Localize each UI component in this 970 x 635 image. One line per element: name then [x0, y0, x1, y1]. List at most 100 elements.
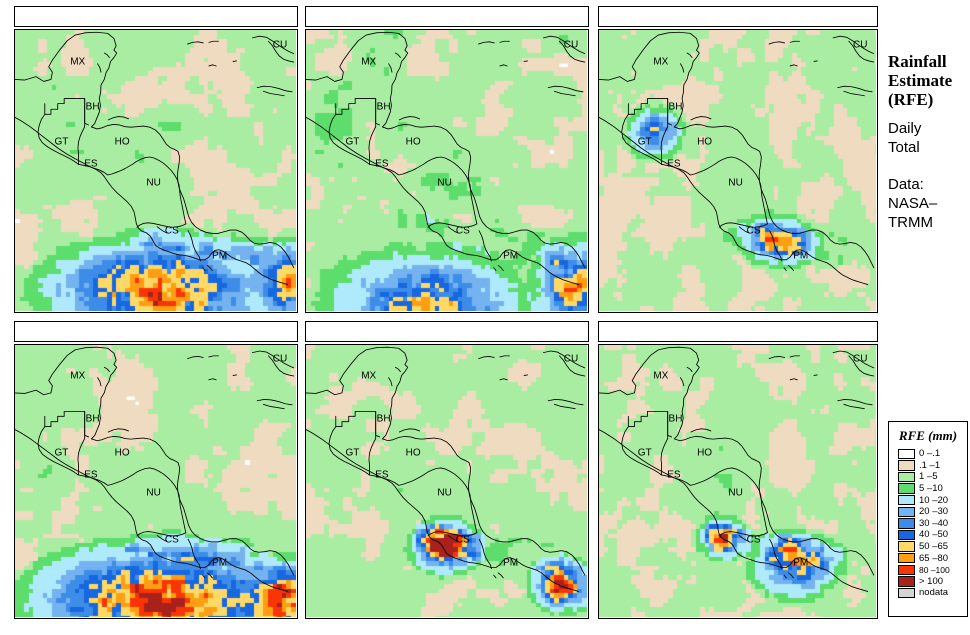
- country-label-mx: MX: [361, 56, 377, 68]
- geo-gt-border: [335, 411, 375, 438]
- geo-detail1: [739, 535, 748, 541]
- legend-label: 10 –20: [919, 494, 949, 506]
- geo-gt-hn: [77, 438, 84, 474]
- sidebar-data-line-2: TRMM: [888, 214, 933, 231]
- geo-es-hn: [661, 475, 706, 485]
- rainfall-map-p1[interactable]: MX CU BH GT HO ES NU CS PM: [13, 28, 298, 313]
- geo-pacific-mx: [15, 426, 170, 559]
- geo-detail3: [690, 428, 710, 431]
- legend-swatch: [898, 576, 915, 587]
- geo-hn-ni: [707, 157, 767, 224]
- coastline-overlay-p5: [306, 345, 587, 617]
- geo-detail3: [399, 428, 419, 431]
- rainfall-map-p3[interactable]: MX CU BH GT HO ES NU CS PM: [597, 28, 878, 313]
- geo-detail4: [388, 53, 400, 72]
- geo-gt-hn: [661, 438, 668, 474]
- geo-detail2: [769, 355, 799, 358]
- legend-label: 50 –65: [919, 541, 949, 553]
- country-label-bh: BH: [668, 101, 683, 113]
- geo-bh-border: [667, 411, 671, 437]
- country-label-cu: CU: [272, 39, 288, 51]
- geo-bh-border: [375, 411, 379, 437]
- geo-detail2: [478, 355, 509, 358]
- geo-cuba: [833, 350, 874, 375]
- country-label-mx: MX: [361, 370, 377, 382]
- legend-label: 0 –.1: [919, 448, 941, 460]
- country-label-pm: PM: [212, 557, 228, 569]
- country-label-mx: MX: [70, 56, 86, 68]
- legend-entries: 0 –.1.1 –1 1 –5 5 –10 10 –20 20 –30 30 –40 40 …: [898, 448, 967, 599]
- geo-gt-sw: [329, 426, 369, 474]
- coastline-overlay-p4: [15, 345, 296, 617]
- rainfall-map-p4[interactable]: MX CU BH GT HO ES NU CS PM: [13, 343, 298, 619]
- geo-gt-border: [44, 411, 84, 438]
- geo-pacific-mx: [306, 426, 461, 559]
- legend-label: nodata: [919, 587, 949, 599]
- geo-panama-s: [751, 249, 867, 284]
- geo-detail1: [448, 226, 458, 232]
- rainfall-map-p6[interactable]: MX CU BH GT HO ES NU CS PM: [597, 343, 878, 619]
- country-label-nu: NU: [437, 177, 452, 189]
- country-label-bh: BH: [376, 101, 391, 113]
- geo-bh-border: [84, 411, 88, 437]
- sidebar-sub-line-1: Total: [888, 139, 920, 156]
- sidebar-data-line-0: Data:: [888, 176, 924, 193]
- country-label-bh: BH: [668, 413, 683, 425]
- legend-row: nodata: [898, 587, 967, 599]
- country-label-cs: CS: [164, 225, 179, 237]
- geo-detail2: [187, 41, 218, 44]
- geo-gt-border: [628, 411, 667, 438]
- geo-mexico: [599, 347, 699, 439]
- map-panel-p5: MX CU BH GT HO ES NU CS PM: [304, 320, 589, 619]
- legend-label: 65 –80: [919, 552, 949, 564]
- legend-swatch: [898, 587, 915, 599]
- legend-swatch: [898, 506, 915, 517]
- geo-detail4: [97, 367, 109, 385]
- coastline-overlay-p3: [599, 30, 876, 311]
- country-label-es: ES: [375, 158, 389, 170]
- geo-ni-cr: [719, 531, 767, 535]
- geo-hn-ni: [415, 157, 476, 224]
- geo-detail4: [680, 53, 692, 72]
- legend-row: 30 –40: [898, 518, 967, 530]
- geo-gt-sw: [621, 114, 661, 164]
- legend-swatch: [898, 494, 915, 506]
- country-label-es: ES: [375, 469, 389, 481]
- legend-title: RFE (mm): [898, 428, 958, 443]
- sidebar-data-line-1: NASA–: [888, 195, 938, 212]
- country-label-nu: NU: [146, 487, 161, 499]
- map-panel-p6: MX CU BH GT HO ES NU CS PM: [597, 320, 878, 619]
- geo-hn-ni: [124, 157, 185, 224]
- legend-row: 5 –10: [898, 483, 967, 495]
- country-label-cu: CU: [563, 39, 579, 51]
- geo-ni-cr: [136, 222, 185, 226]
- geo-detail1: [157, 226, 167, 232]
- geo-detail5: [499, 60, 527, 65]
- geo-cuba: [252, 36, 293, 62]
- legend-row: 1 –5: [898, 471, 967, 483]
- rainfall-map-p5[interactable]: MX CU BH GT HO ES NU CS PM: [304, 343, 589, 619]
- country-label-es: ES: [667, 158, 681, 170]
- geo-bh-border: [375, 98, 379, 124]
- country-label-nu: NU: [728, 487, 743, 499]
- country-label-gt: GT: [345, 447, 360, 459]
- geo-detail1: [448, 535, 458, 541]
- sidebar-title: Rainfall Estimate (RFE): [888, 52, 968, 109]
- country-label-ho: HO: [114, 136, 130, 148]
- legend-label: 20 –30: [919, 506, 949, 518]
- geo-ni-cr: [136, 531, 185, 535]
- geo-detail4: [680, 367, 692, 385]
- rainfall-map-p2[interactable]: MX CU BH GT HO ES NU CS PM: [304, 28, 589, 313]
- geo-pacific-mx: [599, 426, 751, 559]
- geo-hn-ni: [415, 467, 476, 532]
- geo-cr-pa: [479, 230, 491, 260]
- coastline-overlay-p1: [15, 30, 296, 311]
- geo-gt-border: [628, 98, 667, 126]
- geo-isles: [257, 399, 292, 408]
- legend-row: 50 –65: [898, 541, 967, 553]
- geo-detail4: [388, 367, 400, 385]
- country-label-es: ES: [84, 158, 98, 170]
- legend-label: 80 –100: [919, 564, 950, 575]
- sidebar-title-line-1: Estimate: [888, 71, 953, 90]
